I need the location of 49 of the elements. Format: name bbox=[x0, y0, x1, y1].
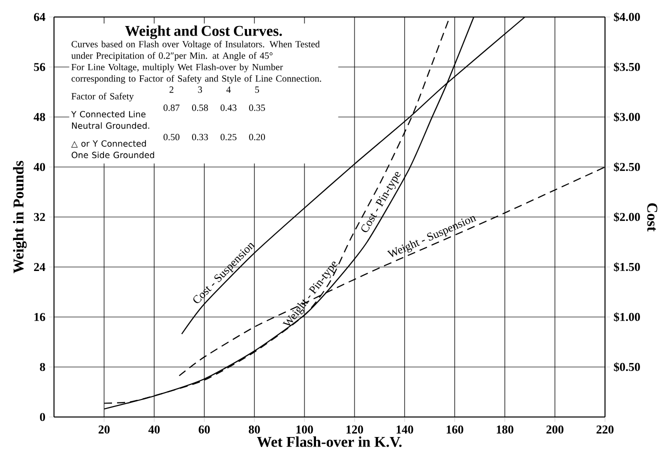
x-tick-label: 80 bbox=[248, 426, 260, 434]
y2-tick-label: $4.00 bbox=[614, 12, 640, 22]
annotation: Y Connected Line Neutral Grounded. bbox=[71, 110, 150, 129]
y2-tick-label: $2.50 bbox=[614, 162, 640, 172]
x-tick-label: 180 bbox=[496, 426, 514, 434]
x-tick-label: 200 bbox=[546, 426, 564, 434]
annotation: 0.25 bbox=[220, 134, 236, 140]
x-tick-label: 140 bbox=[396, 426, 414, 434]
y-tick-label: 32 bbox=[34, 212, 45, 222]
y-tick-label: 40 bbox=[34, 162, 46, 172]
annotation: 0.35 bbox=[249, 104, 265, 111]
annotation: 0.58 bbox=[192, 104, 208, 111]
y-tick-label: 24 bbox=[34, 263, 46, 271]
y2-tick-label: $0.50 bbox=[614, 362, 640, 372]
x-tick-label: 220 bbox=[596, 426, 614, 434]
annotation: 0.50 bbox=[164, 134, 180, 140]
y2-tick-label: $3.50 bbox=[614, 62, 640, 72]
y2-axis-title: Cost bbox=[647, 203, 658, 232]
y-tick-label: 56 bbox=[34, 62, 46, 72]
y2-tick-label: $1.00 bbox=[614, 312, 640, 322]
y-tick-label: 48 bbox=[34, 112, 46, 122]
annotation: 2 bbox=[170, 86, 174, 93]
x-tick-label: 100 bbox=[296, 426, 313, 434]
annotation: 0.20 bbox=[249, 134, 265, 140]
x-tick-label: 40 bbox=[148, 426, 160, 434]
text: Weight and Cost Curves. bbox=[125, 25, 282, 40]
y-axis-title: Weight in Pounds bbox=[13, 160, 27, 274]
annotation: △ or Y Connected One Side Grounded bbox=[71, 140, 154, 158]
annotation: 5 bbox=[255, 86, 260, 93]
annotation: 4 bbox=[226, 86, 231, 93]
x-axis-title: Wet Flash-over in K.V. bbox=[257, 436, 402, 448]
y-tick-label: 8 bbox=[40, 362, 46, 372]
y-tick-label: 16 bbox=[34, 312, 46, 322]
x-tick-label: 60 bbox=[198, 426, 210, 434]
x-tick-label: 20 bbox=[98, 426, 110, 434]
annotation: 0.33 bbox=[192, 134, 208, 140]
annotation: 3 bbox=[198, 86, 202, 93]
annotation: Curves based on Flash over Voltage of Insulators. When Tested under Precipitation of 0.2″per Min. at Angle of 45° bbox=[71, 40, 320, 61]
y-tick-label: 0 bbox=[40, 412, 46, 422]
annotation: Factor of Safety bbox=[71, 92, 134, 102]
annotation: 0.43 bbox=[220, 104, 236, 111]
y-tick-label: 64 bbox=[34, 12, 46, 22]
y2-tick-label: $1.50 bbox=[614, 262, 640, 272]
y2-tick-label: $2.00 bbox=[614, 212, 640, 222]
annotation: 0.87 bbox=[164, 104, 180, 111]
y2-tick-label: $3.00 bbox=[614, 112, 640, 122]
x-tick-label: 160 bbox=[446, 426, 464, 434]
x-tick-label: 120 bbox=[346, 426, 364, 434]
annotation: For Line Voltage, multiply Wet Flash-over by Number corresponding to Factor of Safety and Style of Line Connection. bbox=[71, 64, 322, 84]
